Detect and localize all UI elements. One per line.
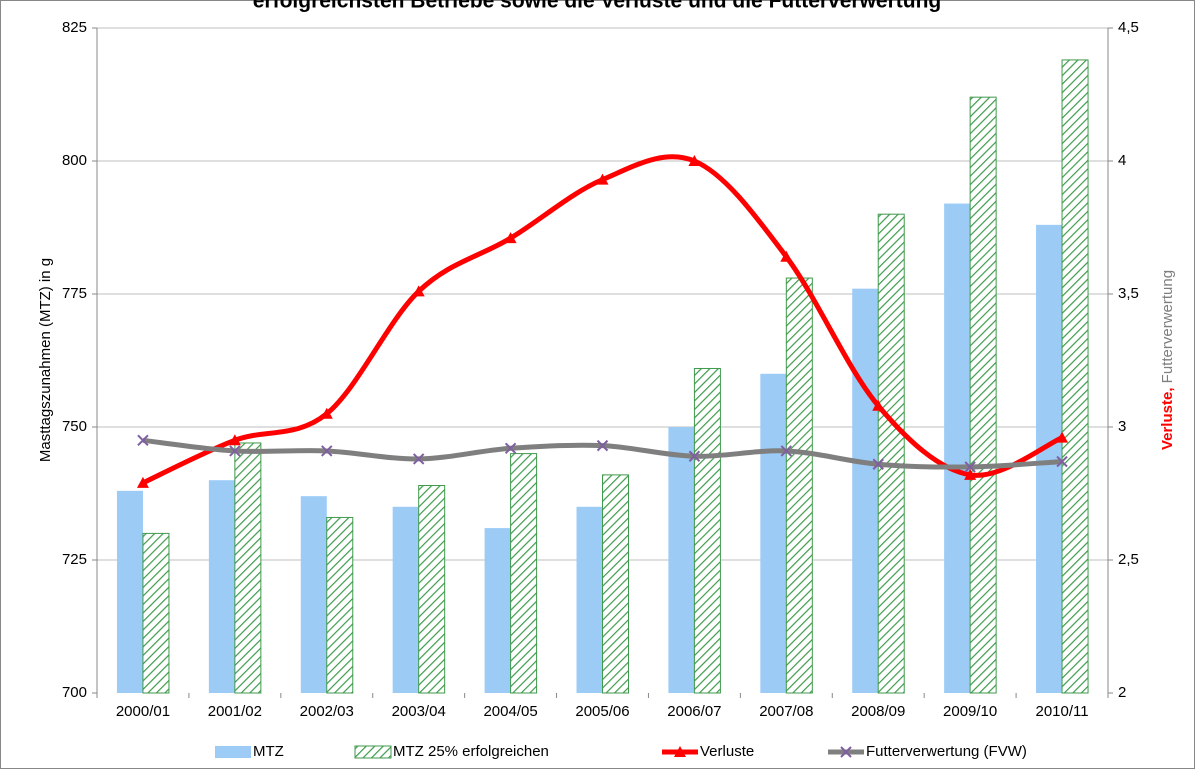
bar bbox=[510, 453, 538, 694]
y-tick-label: 725 bbox=[62, 551, 87, 568]
legend-label: MTZ bbox=[253, 743, 284, 760]
y2-tick-label: 3,5 bbox=[1118, 285, 1139, 302]
point bbox=[228, 434, 241, 446]
x-tick-label: 2005/06 bbox=[575, 703, 629, 720]
point bbox=[872, 458, 884, 470]
y-tick-label: 750 bbox=[62, 418, 87, 435]
bar bbox=[418, 485, 446, 694]
bar bbox=[785, 277, 813, 694]
bar bbox=[208, 480, 235, 693]
point bbox=[1056, 455, 1068, 468]
legend-label: Futterverwertung (FVW) bbox=[866, 743, 1027, 760]
y-axis-label: Masttagszunahmen (MTZ) in g bbox=[37, 258, 54, 462]
bar bbox=[142, 532, 170, 694]
bar bbox=[693, 367, 721, 694]
point bbox=[321, 445, 333, 457]
legend-label: MTZ 25% erfolgreichen bbox=[393, 743, 549, 760]
point bbox=[412, 453, 425, 465]
point bbox=[596, 439, 609, 452]
point bbox=[504, 232, 517, 244]
point bbox=[688, 450, 701, 462]
y2-axis-label: Verluste, Futterverwertung bbox=[1159, 270, 1176, 450]
y-tick-label: 800 bbox=[62, 152, 87, 169]
y2-tick-label: 2 bbox=[1118, 684, 1126, 701]
legend-marker bbox=[840, 746, 852, 758]
point bbox=[1056, 431, 1069, 443]
point bbox=[964, 468, 977, 480]
bar bbox=[576, 506, 603, 693]
x-tick-label: 2002/03 bbox=[300, 703, 354, 720]
point bbox=[412, 285, 425, 297]
bar bbox=[852, 288, 879, 693]
x-tick-label: 2003/04 bbox=[392, 703, 446, 720]
point bbox=[596, 173, 609, 185]
bar bbox=[326, 516, 354, 694]
bar bbox=[877, 213, 905, 694]
legend-swatch bbox=[215, 746, 251, 758]
x-tick-label: 2004/05 bbox=[483, 703, 537, 720]
bar bbox=[668, 427, 695, 693]
y2-tick-label: 4,5 bbox=[1118, 19, 1139, 36]
point bbox=[780, 250, 793, 262]
x-tick-label: 2009/10 bbox=[943, 703, 997, 720]
x-tick-label: 2010/11 bbox=[1035, 703, 1088, 720]
point bbox=[872, 399, 885, 411]
point bbox=[229, 445, 241, 457]
point bbox=[136, 476, 149, 488]
point bbox=[137, 434, 149, 447]
y2-label-part: Futterverwertung bbox=[1159, 270, 1176, 383]
bar bbox=[234, 442, 262, 694]
legend-swatch bbox=[354, 745, 392, 759]
point bbox=[320, 407, 333, 419]
bar bbox=[969, 96, 997, 694]
point bbox=[688, 155, 701, 166]
bar bbox=[760, 373, 787, 693]
x-tick-label: 2006/07 bbox=[667, 703, 721, 720]
x-tick-label: 2000/01 bbox=[116, 703, 170, 720]
x-tick-label: 2008/09 bbox=[851, 703, 905, 720]
y2-label-part: Verluste, bbox=[1159, 388, 1176, 451]
point bbox=[504, 442, 517, 454]
bar bbox=[392, 506, 419, 693]
y2-tick-label: 4 bbox=[1118, 152, 1126, 169]
bar bbox=[1061, 59, 1089, 694]
y2-tick-label: 2,5 bbox=[1118, 551, 1139, 568]
legend-marker bbox=[674, 746, 686, 757]
chart-title: erfolgreichsten Betriebe sowie die Verlu… bbox=[253, 0, 942, 13]
x-tick-label: 2001/02 bbox=[208, 703, 262, 720]
legend-label: Verluste bbox=[700, 743, 754, 760]
bar bbox=[944, 203, 971, 693]
y2-tick-label: 3 bbox=[1118, 418, 1126, 435]
y-tick-label: 775 bbox=[62, 285, 87, 302]
bar bbox=[602, 474, 629, 694]
bar bbox=[1036, 224, 1063, 693]
bar bbox=[484, 528, 511, 693]
bar bbox=[300, 496, 327, 693]
y-tick-label: 700 bbox=[62, 684, 87, 701]
x-tick-label: 2007/08 bbox=[759, 703, 813, 720]
point bbox=[780, 445, 793, 457]
point bbox=[964, 461, 976, 473]
y-tick-label: 825 bbox=[62, 19, 87, 36]
bar bbox=[116, 490, 143, 693]
